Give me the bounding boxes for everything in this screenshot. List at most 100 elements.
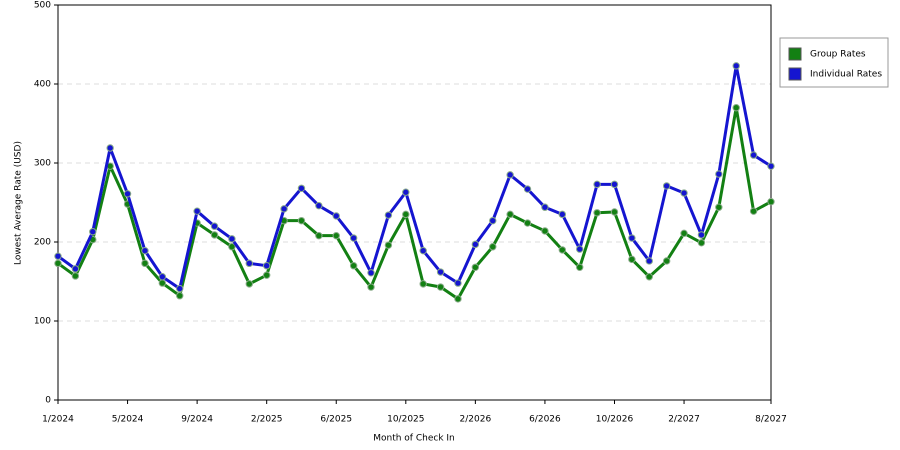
data-point (402, 188, 410, 196)
data-point (697, 239, 706, 247)
y-axis-label: Lowest Average Rate (USD) (14, 141, 24, 265)
data-point (593, 209, 601, 217)
legend-label: Individual Rates (810, 70, 882, 80)
legend-swatch (788, 67, 802, 81)
data-point (245, 259, 253, 268)
data-point (176, 284, 184, 293)
y-tick-label: 200 (34, 238, 51, 248)
legend-swatch (788, 47, 802, 61)
data-point (315, 231, 323, 240)
data-point (71, 272, 80, 280)
data-point (384, 241, 393, 249)
x-axis-label: Month of Check In (373, 434, 455, 444)
data-point (767, 198, 775, 206)
y-tick-label: 400 (34, 80, 51, 90)
data-point (245, 280, 253, 288)
data-point (141, 246, 149, 255)
data-point (367, 283, 375, 291)
data-point (454, 295, 462, 303)
data-point (662, 182, 671, 190)
data-point (158, 279, 167, 287)
data-point (297, 184, 306, 192)
data-point (71, 265, 80, 273)
data-point (210, 222, 219, 230)
data-point (576, 263, 584, 271)
y-tick-label: 0 (45, 396, 51, 406)
x-tick-label: 10/2025 (387, 415, 424, 425)
data-point (558, 210, 567, 219)
data-point (489, 243, 497, 251)
y-tick-label: 300 (34, 159, 51, 169)
data-point (749, 207, 758, 215)
data-point (262, 271, 271, 279)
data-point (680, 229, 688, 238)
x-tick-label: 2/2025 (251, 415, 283, 425)
data-point (541, 227, 549, 235)
data-point (645, 257, 653, 265)
x-tick-label: 2/2027 (668, 415, 700, 425)
data-point (384, 211, 393, 219)
data-point (471, 240, 480, 249)
data-point (193, 207, 201, 215)
data-point (210, 231, 219, 239)
data-point (419, 246, 427, 255)
data-point (715, 203, 723, 211)
data-point (315, 201, 323, 210)
data-point (628, 255, 636, 264)
x-tick-label: 8/2027 (755, 415, 787, 425)
data-point (506, 210, 514, 219)
data-point (523, 185, 532, 193)
data-point (419, 280, 427, 288)
y-tick-label: 100 (34, 317, 51, 327)
x-tick-label: 1/2024 (42, 415, 74, 425)
x-tick-label: 9/2024 (181, 415, 213, 425)
data-point (767, 162, 775, 170)
data-point (436, 283, 445, 291)
data-point (141, 259, 149, 268)
data-point (523, 219, 532, 227)
data-point (176, 292, 184, 300)
data-point (280, 205, 288, 213)
x-tick-label: 10/2026 (596, 415, 634, 425)
data-point (697, 231, 706, 239)
data-point (106, 144, 114, 152)
data-point (332, 231, 340, 240)
data-point (628, 234, 636, 242)
data-point (402, 210, 410, 219)
data-point (349, 234, 358, 242)
data-point (436, 268, 445, 276)
data-point (89, 228, 97, 236)
data-point (576, 245, 584, 253)
x-tick-label: 6/2025 (320, 415, 352, 425)
data-point (749, 151, 758, 159)
data-point (593, 180, 601, 189)
data-point (471, 263, 480, 271)
x-tick-label: 6/2026 (529, 415, 561, 425)
data-point (732, 104, 740, 112)
data-point (158, 273, 167, 281)
data-point (454, 279, 462, 287)
data-point (332, 212, 340, 220)
data-point (228, 243, 236, 251)
data-point (489, 216, 497, 225)
legend-label: Group Rates (810, 50, 866, 60)
y-tick-label: 500 (34, 1, 51, 11)
data-point (610, 208, 619, 216)
data-point (349, 262, 358, 270)
data-point (262, 262, 271, 270)
data-point (297, 216, 306, 225)
data-point (541, 203, 549, 211)
data-point (54, 252, 62, 260)
data-point (558, 246, 567, 254)
data-point (123, 190, 132, 198)
data-point (367, 269, 375, 277)
data-point (54, 259, 62, 268)
data-point (732, 62, 740, 70)
data-point (680, 189, 688, 197)
data-point (506, 171, 514, 179)
x-tick-label: 5/2024 (112, 415, 144, 425)
data-point (715, 170, 723, 178)
data-point (645, 273, 653, 281)
